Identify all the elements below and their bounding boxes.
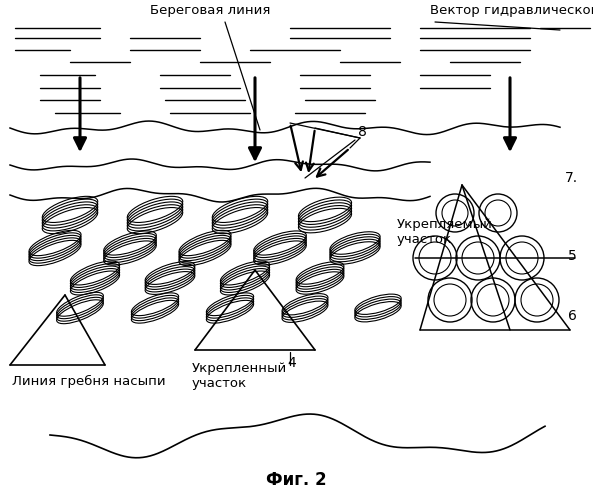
- Text: Укрепленный
участок: Укрепленный участок: [192, 362, 287, 390]
- Text: Линия гребня насыпи: Линия гребня насыпи: [12, 375, 165, 388]
- Text: 5: 5: [568, 249, 577, 263]
- Text: 7.: 7.: [565, 171, 578, 185]
- Text: Береговая линия: Береговая линия: [150, 4, 270, 17]
- Text: 8: 8: [358, 125, 367, 139]
- Text: 6: 6: [568, 309, 577, 323]
- Text: Фиг. 2: Фиг. 2: [266, 471, 327, 489]
- Text: Вектор гидравлического напора: Вектор гидравлического напора: [430, 4, 593, 17]
- Text: Укрепляемый
участок: Укрепляемый участок: [397, 218, 493, 246]
- Text: 4: 4: [287, 356, 296, 370]
